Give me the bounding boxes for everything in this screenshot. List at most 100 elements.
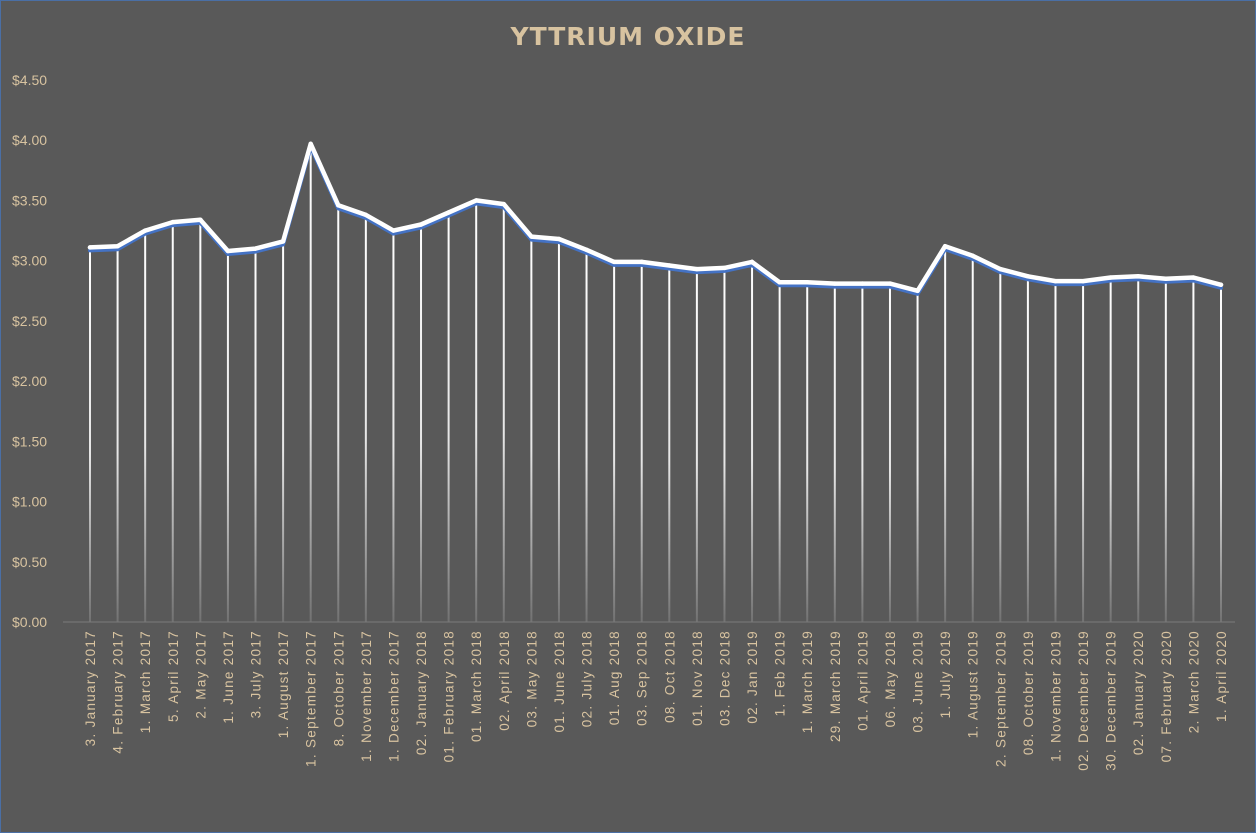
data-point <box>1053 278 1058 284</box>
x-tick-label: 1. March 2019 <box>800 630 815 733</box>
data-point <box>473 198 479 203</box>
x-tick-label: 01. Nov 2018 <box>690 630 705 726</box>
drop-line <box>447 212 450 622</box>
drop-line <box>226 251 229 622</box>
x-tick-label: 1. March 2017 <box>138 630 153 733</box>
x-tick-label: 1. August 2017 <box>276 630 291 738</box>
drop-line <box>420 224 423 623</box>
x-tick-label: 03. Dec 2018 <box>717 630 732 726</box>
drop-line <box>282 241 285 622</box>
x-tick-label: 3. July 2017 <box>249 630 264 718</box>
data-point <box>391 228 396 233</box>
data-point <box>336 203 341 208</box>
x-tick-label: 1. November 2017 <box>359 630 374 762</box>
x-tick-label: 29. March 2019 <box>828 630 843 742</box>
drop-line <box>89 247 91 622</box>
drop-line <box>254 248 257 622</box>
drop-line <box>1026 276 1029 622</box>
data-point <box>1218 282 1224 287</box>
x-tick-label: 8. October 2017 <box>331 630 346 746</box>
drop-line <box>199 219 202 622</box>
drop-line <box>364 214 367 623</box>
x-tick-label: 03. Sep 2018 <box>635 630 650 726</box>
drop-line <box>502 204 505 622</box>
x-tick-label: 1. August 2019 <box>966 630 981 738</box>
drop-line <box>916 290 919 622</box>
data-point <box>667 263 672 268</box>
data-point <box>253 246 258 251</box>
data-point <box>308 141 313 147</box>
data-point <box>611 259 617 265</box>
y-tick-label: $1.50 <box>12 433 47 449</box>
series-layer <box>87 141 1224 296</box>
x-tick-label: 01. February 2018 <box>442 630 457 762</box>
data-point <box>1136 274 1141 279</box>
drop-line <box>1164 278 1167 622</box>
drop-line <box>778 282 781 622</box>
data-point <box>1163 276 1169 281</box>
drop-line <box>1082 281 1085 622</box>
drop-line <box>668 265 671 622</box>
drop-line <box>971 255 974 623</box>
drop-line <box>116 246 119 623</box>
y-tick-label: $0.00 <box>12 614 47 630</box>
data-point <box>915 288 920 293</box>
data-point <box>446 210 451 215</box>
drop-line <box>530 236 533 623</box>
x-tick-label: 2. March 2020 <box>1186 630 1201 733</box>
data-point <box>777 280 782 285</box>
data-point <box>805 280 810 285</box>
drop-line <box>475 200 478 622</box>
x-tick-label: 01. Aug 2018 <box>607 630 622 725</box>
x-tick-label: 1. June 2017 <box>221 630 236 724</box>
x-tick-label: 08. October 2019 <box>1021 630 1036 755</box>
drop-line <box>1220 284 1222 622</box>
x-tick-label: 03. June 2019 <box>911 630 926 732</box>
y-tick-label: $4.50 <box>12 72 47 88</box>
data-point <box>1080 278 1086 284</box>
x-tick-label: 2. September 2019 <box>993 630 1008 767</box>
drop-line <box>613 261 616 622</box>
drop-line <box>585 249 588 622</box>
drop-line <box>1192 277 1195 622</box>
data-point <box>998 266 1003 272</box>
x-tick-label: 1. April 2020 <box>1214 630 1229 722</box>
y-axis: $0.00 $0.50 $1.00 $1.50 $2.00 $2.50 $3.00 $3.50… <box>12 72 47 630</box>
drop-line <box>861 283 864 622</box>
drop-line <box>144 230 147 623</box>
data-point <box>887 281 893 286</box>
data-point <box>694 266 700 272</box>
drop-lines <box>89 143 1222 623</box>
data-point <box>198 217 203 222</box>
x-tick-label: 01. April 2019 <box>855 630 870 731</box>
drop-line <box>640 261 643 622</box>
data-point <box>529 234 534 239</box>
x-tick-label: 02. January 2018 <box>414 630 429 755</box>
x-tick-label: 30. December 2019 <box>1104 630 1119 771</box>
x-tick-label: 06. May 2018 <box>883 630 898 727</box>
drop-line <box>833 283 836 622</box>
data-point <box>860 281 865 286</box>
data-point <box>87 245 93 250</box>
x-tick-label: 3. January 2017 <box>83 630 98 746</box>
series-line <box>87 141 1224 294</box>
x-tick-label: 5. April 2017 <box>166 630 181 722</box>
drop-line <box>1054 281 1057 622</box>
x-tick-label: 1. September 2017 <box>304 630 319 767</box>
drop-line <box>337 205 340 623</box>
drop-line <box>751 261 754 622</box>
y-tick-label: $3.00 <box>12 253 47 269</box>
drop-line <box>695 269 698 622</box>
data-point <box>1025 274 1031 279</box>
drop-line <box>1109 277 1112 622</box>
x-tick-label: 08. Oct 2018 <box>662 630 677 723</box>
data-point <box>225 248 231 254</box>
y-tick-label: $2.00 <box>12 373 47 389</box>
x-tick-label: 02. January 2020 <box>1131 630 1146 755</box>
data-point <box>584 247 589 253</box>
data-point <box>418 222 424 227</box>
data-point <box>970 253 975 259</box>
x-tick-label: 2. May 2017 <box>193 630 208 719</box>
series-line-shadow <box>88 144 1223 296</box>
